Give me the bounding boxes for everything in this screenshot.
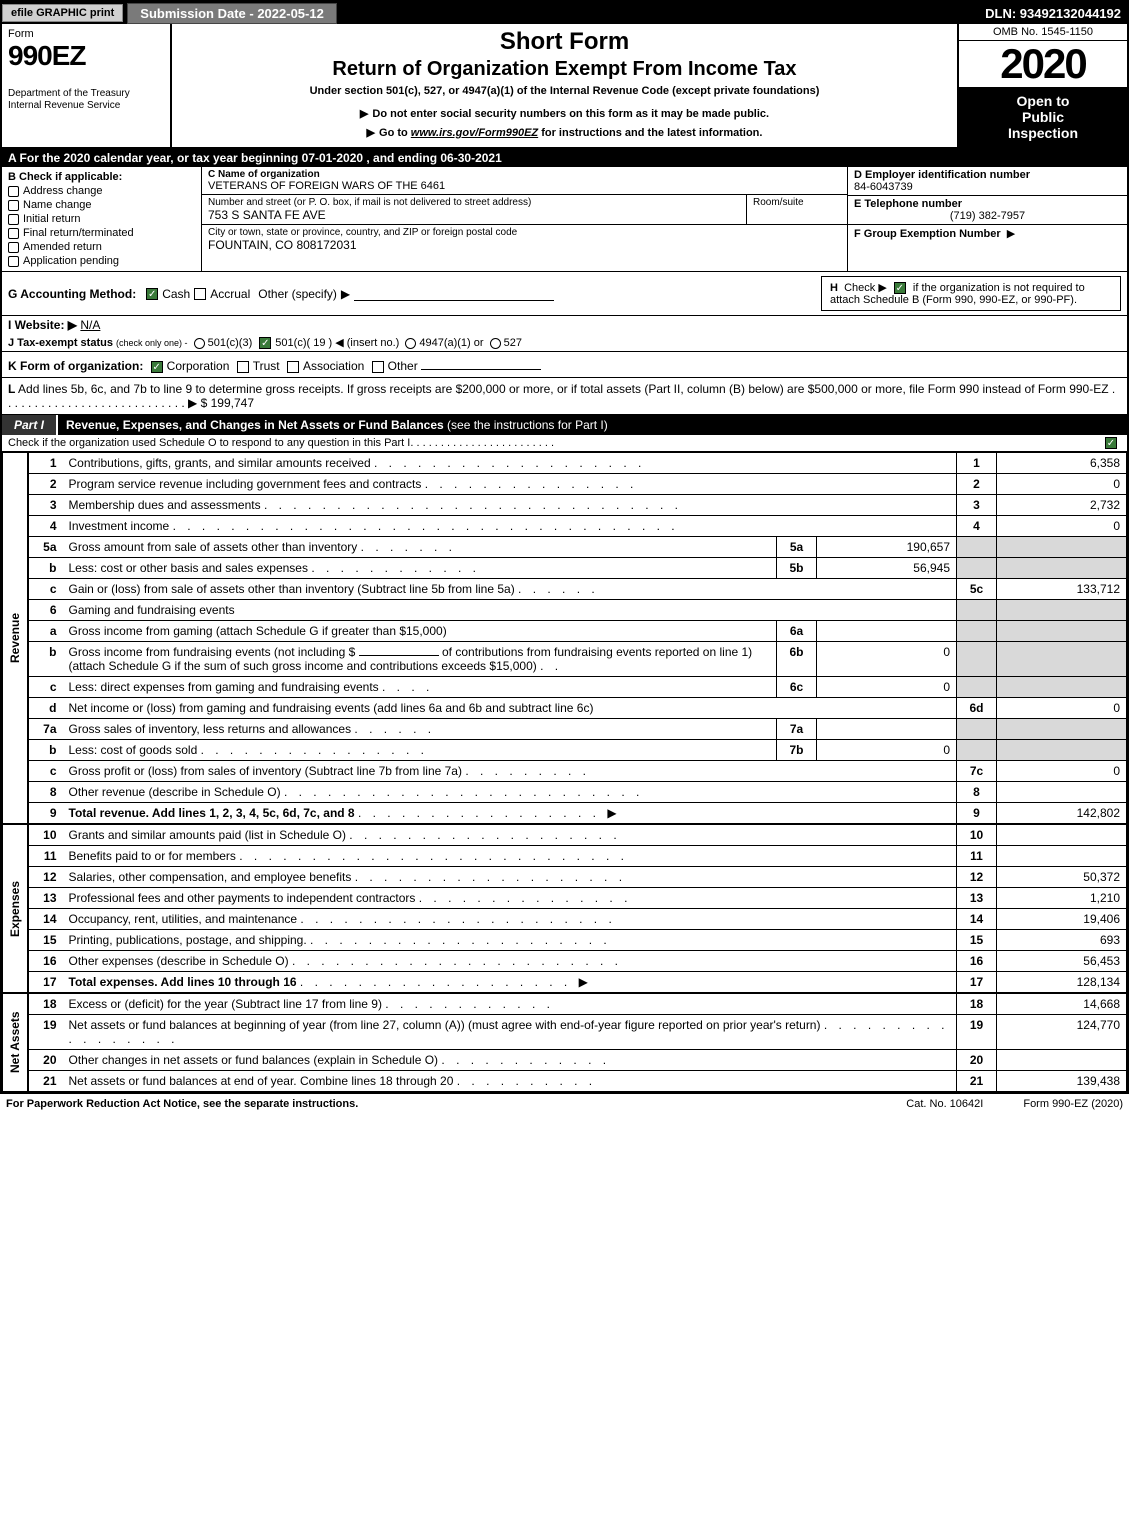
do-not-note: Do not enter social security numbers on … xyxy=(180,107,949,120)
row-k: K Form of organization: Corporation Trus… xyxy=(2,352,1127,378)
form-header: Form 990EZ Department of the Treasury In… xyxy=(2,24,1127,149)
short-form-title: Short Form xyxy=(180,28,949,56)
section-e: E Telephone number (719) 382-7957 xyxy=(848,195,1127,224)
top-bar: efile GRAPHIC print Submission Date - 20… xyxy=(2,2,1127,24)
page-footer: For Paperwork Reduction Act Notice, see … xyxy=(0,1094,1129,1114)
city-label: City or town, state or province, country… xyxy=(208,227,841,238)
dept-treasury: Department of the Treasury Internal Reve… xyxy=(8,88,164,112)
chk-501c3[interactable] xyxy=(194,338,205,349)
chk-name-change[interactable] xyxy=(8,200,19,211)
line-7b: bLess: cost of goods sold . . . . . . . … xyxy=(29,740,1127,761)
chk-accrual[interactable] xyxy=(194,288,206,300)
section-d: D Employer identification number 84-6043… xyxy=(848,167,1127,195)
line-9: 9Total revenue. Add lines 1, 2, 3, 4, 5c… xyxy=(29,803,1127,824)
return-title: Return of Organization Exempt From Incom… xyxy=(180,58,949,81)
expenses-table: 10Grants and similar amounts paid (list … xyxy=(28,824,1127,993)
street-label: Number and street (or P. O. box, if mail… xyxy=(208,197,740,208)
line-7c: cGross profit or (loss) from sales of in… xyxy=(29,761,1127,782)
line-1: 1Contributions, gifts, grants, and simil… xyxy=(29,453,1127,474)
line-16: 16Other expenses (describe in Schedule O… xyxy=(29,951,1127,972)
netassets-label: Net Assets xyxy=(2,993,28,1092)
line-6c: cLess: direct expenses from gaming and f… xyxy=(29,677,1127,698)
line-5c: cGain or (loss) from sale of assets othe… xyxy=(29,579,1127,600)
row-i: I Website: ▶ N/A xyxy=(2,316,1127,334)
paperwork-notice: For Paperwork Reduction Act Notice, see … xyxy=(6,1098,358,1110)
section-b: B Check if applicable: Address change Na… xyxy=(2,167,202,271)
chk-corp[interactable] xyxy=(151,361,163,373)
line-12: 12Salaries, other compensation, and empl… xyxy=(29,867,1127,888)
line-6a: aGross income from gaming (attach Schedu… xyxy=(29,621,1127,642)
line-7a: 7aGross sales of inventory, less returns… xyxy=(29,719,1127,740)
row-j: J Tax-exempt status (check only one) - 5… xyxy=(2,334,1127,352)
chk-application-pending[interactable] xyxy=(8,256,19,267)
line-10: 10Grants and similar amounts paid (list … xyxy=(29,825,1127,846)
part1-check-line: Check if the organization used Schedule … xyxy=(2,435,1127,452)
gross-receipts: ▶ $ 199,747 xyxy=(188,396,254,410)
telephone-value: (719) 382-7957 xyxy=(854,210,1121,222)
line-11: 11Benefits paid to or for members . . . … xyxy=(29,846,1127,867)
website-value: N/A xyxy=(80,318,100,332)
part1-header: Part I Revenue, Expenses, and Changes in… xyxy=(2,415,1127,435)
open-to-public: Open toPublicInspection xyxy=(959,87,1127,147)
line-6b: bGross income from fundraising events (n… xyxy=(29,642,1127,677)
room-suite-label: Room/suite xyxy=(747,195,847,224)
chk-trust[interactable] xyxy=(237,361,249,373)
submission-date: Submission Date - 2022-05-12 xyxy=(127,3,337,24)
line-3: 3Membership dues and assessments . . . .… xyxy=(29,495,1127,516)
line-6: 6Gaming and fundraising events xyxy=(29,600,1127,621)
row-g-h: G Accounting Method: Cash Accrual Other … xyxy=(2,272,1127,316)
cat-no: Cat. No. 10642I xyxy=(906,1098,983,1110)
c-label: C Name of organization xyxy=(208,169,841,180)
line-20: 20Other changes in net assets or fund ba… xyxy=(29,1050,1127,1071)
line-14: 14Occupancy, rent, utilities, and mainte… xyxy=(29,909,1127,930)
chk-address-change[interactable] xyxy=(8,186,19,197)
line-4: 4Investment income . . . . . . . . . . .… xyxy=(29,516,1127,537)
line-a: A For the 2020 calendar year, or tax yea… xyxy=(2,149,1127,167)
revenue-table: 1Contributions, gifts, grants, and simil… xyxy=(28,452,1127,824)
omb-number: OMB No. 1545-1150 xyxy=(959,24,1127,41)
efile-print-button[interactable]: efile GRAPHIC print xyxy=(2,4,123,22)
dln: DLN: 93492132044192 xyxy=(985,6,1127,21)
ein-value: 84-6043739 xyxy=(854,181,1121,193)
line-15: 15Printing, publications, postage, and s… xyxy=(29,930,1127,951)
irs-link[interactable]: www.irs.gov/Form990EZ xyxy=(411,127,538,139)
chk-other-org[interactable] xyxy=(372,361,384,373)
netassets-table: 18Excess or (deficit) for the year (Subt… xyxy=(28,993,1127,1092)
section-f: F Group Exemption Number xyxy=(848,224,1127,242)
line-19: 19Net assets or fund balances at beginni… xyxy=(29,1015,1127,1050)
line-8: 8Other revenue (describe in Schedule O) … xyxy=(29,782,1127,803)
chk-527[interactable] xyxy=(490,338,501,349)
tax-year: 2020 xyxy=(959,41,1127,87)
org-city: FOUNTAIN, CO 808172031 xyxy=(208,238,841,252)
line-17: 17Total expenses. Add lines 10 through 1… xyxy=(29,972,1127,993)
line-13: 13Professional fees and other payments t… xyxy=(29,888,1127,909)
chk-assoc[interactable] xyxy=(287,361,299,373)
chk-schedule-o[interactable] xyxy=(1105,437,1117,449)
line-21: 21Net assets or fund balances at end of … xyxy=(29,1071,1127,1092)
chk-amended-return[interactable] xyxy=(8,242,19,253)
chk-cash[interactable] xyxy=(146,288,158,300)
chk-h[interactable] xyxy=(894,282,906,294)
row-l: L Add lines 5b, 6c, and 7b to line 9 to … xyxy=(2,378,1127,415)
org-name: VETERANS OF FOREIGN WARS OF THE 6461 xyxy=(208,180,841,192)
form-word: Form xyxy=(8,28,164,40)
section-h: H Check ▶ if the organization is not req… xyxy=(821,276,1121,311)
line-5a: 5aGross amount from sale of assets other… xyxy=(29,537,1127,558)
chk-final-return[interactable] xyxy=(8,228,19,239)
chk-4947[interactable] xyxy=(405,338,416,349)
chk-501c[interactable] xyxy=(259,337,271,349)
line-18: 18Excess or (deficit) for the year (Subt… xyxy=(29,994,1127,1015)
revenue-label: Revenue xyxy=(2,452,28,824)
form-ref: Form 990-EZ (2020) xyxy=(1023,1098,1123,1110)
org-street: 753 S SANTA FE AVE xyxy=(208,208,740,222)
under-section: Under section 501(c), 527, or 4947(a)(1)… xyxy=(180,85,949,97)
line-6d: dNet income or (loss) from gaming and fu… xyxy=(29,698,1127,719)
line-2: 2Program service revenue including gover… xyxy=(29,474,1127,495)
line-5b: bLess: cost or other basis and sales exp… xyxy=(29,558,1127,579)
goto-note: Go to www.irs.gov/Form990EZ for instruct… xyxy=(180,126,949,139)
expenses-label: Expenses xyxy=(2,824,28,993)
chk-initial-return[interactable] xyxy=(8,214,19,225)
form-number: 990EZ xyxy=(8,40,164,72)
